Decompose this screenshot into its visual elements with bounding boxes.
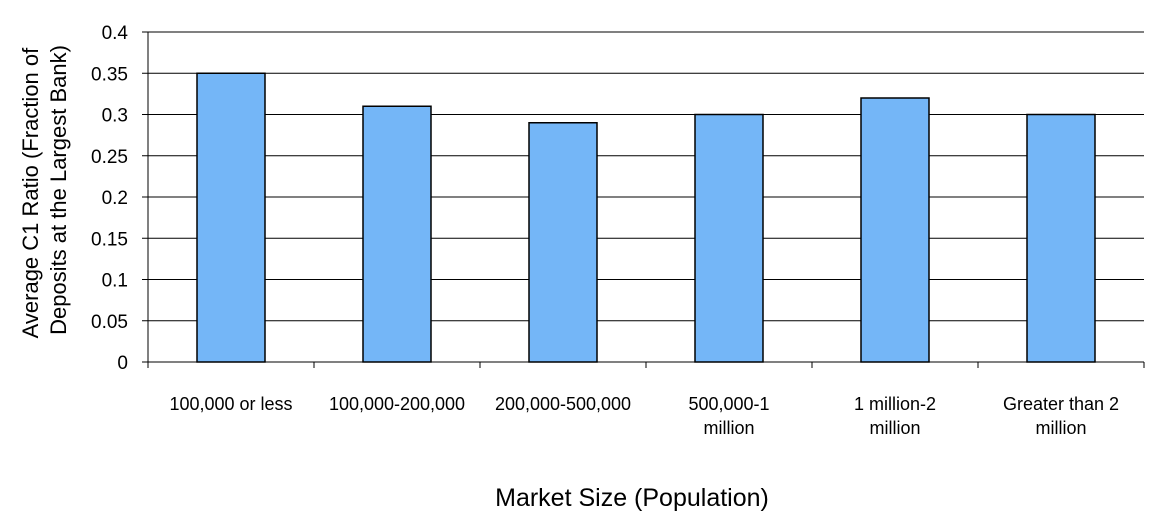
bar <box>861 98 929 362</box>
bars <box>197 73 1095 362</box>
x-tick-label-line: 100,000-200,000 <box>329 394 465 414</box>
y-tick-label: 0.2 <box>102 188 128 209</box>
x-tick-label-line: 1 million-2 <box>854 394 936 414</box>
gridlines <box>148 32 1144 321</box>
bar <box>363 106 431 362</box>
axes <box>142 32 1144 368</box>
x-tick-label-line: million <box>1035 418 1086 438</box>
x-axis-title: Market Size (Population) <box>495 484 769 512</box>
bar <box>1027 115 1095 363</box>
y-tick-labels: 0 0.05 0.1 0.15 0.2 0.25 0.3 0.35 0.4 <box>91 23 128 374</box>
x-tick-label-line: 200,000-500,000 <box>495 394 631 414</box>
y-tick-label: 0.05 <box>91 312 128 333</box>
x-tick-label: 100,000-200,000 <box>329 394 465 414</box>
bar <box>695 115 763 363</box>
y-tick-label: 0.4 <box>102 23 129 44</box>
y-tick-label: 0.3 <box>102 106 128 127</box>
x-tick-label-line: Greater than 2 <box>1003 394 1119 414</box>
x-tick-label-line: 100,000 or less <box>169 394 292 414</box>
y-tick-label: 0.1 <box>102 271 128 292</box>
x-tick-label: Greater than 2 million <box>1003 394 1119 438</box>
x-tick-label-line: million <box>869 418 920 438</box>
y-axis-title-line-1: Average C1 Ratio (Fraction of <box>18 47 43 339</box>
y-tick-label: 0.25 <box>91 147 128 168</box>
x-tick-label: 1 million-2 million <box>854 394 936 438</box>
y-tick-label: 0.15 <box>91 229 128 250</box>
y-axis-title: Average C1 Ratio (Fraction of Deposits a… <box>18 42 71 339</box>
x-tick-label-line: million <box>703 418 754 438</box>
bar <box>197 73 265 362</box>
x-tick-label: 500,000-1 million <box>688 394 769 438</box>
bar <box>529 123 597 362</box>
x-tick-label: 100,000 or less <box>169 394 292 414</box>
x-tick-label: 200,000-500,000 <box>495 394 631 414</box>
y-axis-title-line-2: Deposits at the Largest Bank) <box>46 45 71 335</box>
y-tick-label: 0 <box>117 353 128 374</box>
x-tick-labels: 100,000 or less 100,000-200,000 200,000-50… <box>169 394 1119 438</box>
y-tick-label: 0.35 <box>91 64 128 85</box>
x-tick-label-line: 500,000-1 <box>688 394 769 414</box>
